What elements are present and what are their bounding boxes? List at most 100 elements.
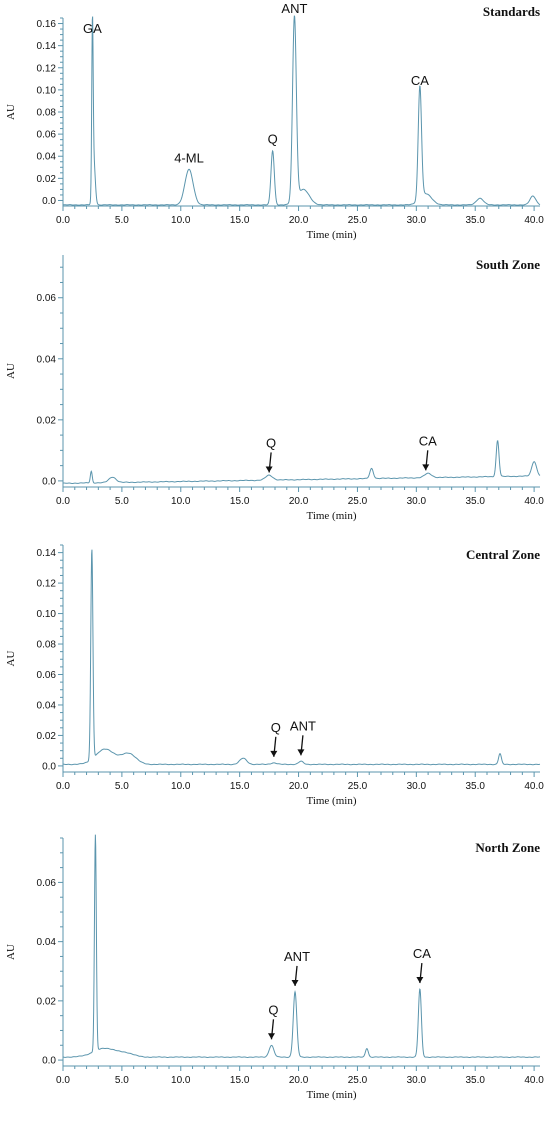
y-axis-title: AU <box>5 944 17 960</box>
x-tick-label: 25.0 <box>348 215 368 226</box>
x-tick-label: 20.0 <box>289 496 309 507</box>
y-tick-label: 0.14 <box>37 548 57 559</box>
x-tick-label: 25.0 <box>348 781 368 792</box>
peak-label: 4-ML <box>174 151 204 166</box>
x-tick-label: 15.0 <box>230 496 250 507</box>
y-tick-label: 0.02 <box>37 731 57 742</box>
y-tick-label: 0.0 <box>42 1056 56 1067</box>
peak-label: CA <box>419 433 437 448</box>
x-tick-label: 10.0 <box>171 1075 191 1086</box>
y-tick-label: 0.0 <box>42 761 56 772</box>
peak-arrow-head <box>270 750 278 757</box>
x-axis-title: Time (min) <box>306 229 356 241</box>
peak-label: Q <box>268 132 278 147</box>
x-tick-label: 5.0 <box>115 1075 129 1086</box>
y-tick-label: 0.08 <box>37 640 57 651</box>
peak-arrow-head <box>265 466 273 473</box>
x-tick-label: 0.0 <box>56 496 70 507</box>
y-axis-title: AU <box>5 651 17 667</box>
x-tick-label: 5.0 <box>115 496 129 507</box>
peak-arrow-head <box>422 464 430 471</box>
x-tick-label: 40.0 <box>524 496 544 507</box>
y-tick-label: 0.10 <box>37 85 57 96</box>
y-tick-label: 0.12 <box>37 63 57 74</box>
chromatogram-trace <box>62 15 541 206</box>
y-tick-label: 0.14 <box>37 41 57 52</box>
x-tick-label: 35.0 <box>465 496 485 507</box>
y-tick-label: 0.04 <box>37 152 57 163</box>
y-tick-label: 0.06 <box>37 130 57 141</box>
x-tick-label: 0.0 <box>56 781 70 792</box>
chromatogram-panel: 0.0 5.0 10.0 15.0 20.0 25.0 30.0 35.0 40.0 0.0 0.0… <box>5 1 544 241</box>
x-axis-title: Time (min) <box>306 510 356 522</box>
x-tick-label: 0.0 <box>56 215 70 226</box>
chromatogram-trace <box>62 440 541 484</box>
y-tick-label: 0.06 <box>37 878 57 889</box>
x-tick-label: 35.0 <box>465 1075 485 1086</box>
peak-label: CA <box>413 946 431 961</box>
panel-title: North Zone <box>475 840 540 855</box>
chromatogram-panel: 0.0 5.0 10.0 15.0 20.0 25.0 30.0 35.0 40.0 0.0 0.0… <box>5 834 544 1101</box>
x-tick-label: 5.0 <box>115 781 129 792</box>
x-tick-label: 5.0 <box>115 215 129 226</box>
x-tick-label: 15.0 <box>230 215 250 226</box>
x-tick-label: 30.0 <box>407 215 427 226</box>
peak-label: Q <box>271 720 281 735</box>
panel-title: Standards <box>483 4 540 19</box>
y-tick-label: 0.06 <box>37 293 57 304</box>
x-tick-label: 40.0 <box>524 1075 544 1086</box>
panel-title: South Zone <box>476 257 540 272</box>
x-tick-label: 20.0 <box>289 1075 309 1086</box>
peak-label: CA <box>411 73 429 88</box>
x-tick-label: 20.0 <box>289 215 309 226</box>
y-tick-label: 0.12 <box>37 579 57 590</box>
y-tick-label: 0.04 <box>37 354 57 365</box>
x-tick-label: 30.0 <box>407 496 427 507</box>
x-tick-label: 25.0 <box>348 1075 368 1086</box>
peak-label: GA <box>83 21 102 36</box>
y-tick-label: 0.16 <box>37 19 57 30</box>
x-tick-label: 10.0 <box>171 781 191 792</box>
chromatogram-panel: 0.0 5.0 10.0 15.0 20.0 25.0 30.0 35.0 40.0 0.0 0.0… <box>5 255 544 522</box>
x-tick-label: 35.0 <box>465 781 485 792</box>
x-tick-label: 35.0 <box>465 215 485 226</box>
chromatogram-trace <box>62 549 541 766</box>
y-axis-title: AU <box>5 363 17 379</box>
y-tick-label: 0.02 <box>37 415 57 426</box>
x-axis-title: Time (min) <box>306 1089 356 1101</box>
peak-label: ANT <box>281 1 307 16</box>
peak-arrow-head <box>297 749 305 756</box>
chromatogram-trace <box>62 834 541 1058</box>
y-tick-label: 0.02 <box>37 174 57 185</box>
peak-arrow-head <box>416 977 424 984</box>
y-tick-label: 0.06 <box>37 670 57 681</box>
x-tick-label: 15.0 <box>230 1075 250 1086</box>
chromatogram-panel: 0.0 5.0 10.0 15.0 20.0 25.0 30.0 35.0 40.0 0.0 0.0… <box>5 544 544 807</box>
peak-label: ANT <box>284 949 310 964</box>
x-tick-label: 30.0 <box>407 781 427 792</box>
peak-label: ANT <box>290 718 316 733</box>
y-tick-label: 0.0 <box>42 196 56 207</box>
y-axis-title: AU <box>5 104 17 120</box>
panel-title: Central Zone <box>466 547 540 562</box>
peak-arrow-head <box>291 979 299 986</box>
x-tick-label: 30.0 <box>407 1075 427 1086</box>
x-tick-label: 15.0 <box>230 781 250 792</box>
x-tick-label: 40.0 <box>524 781 544 792</box>
peak-arrow-head <box>267 1033 275 1040</box>
y-tick-label: 0.08 <box>37 108 57 119</box>
y-tick-label: 0.04 <box>37 937 57 948</box>
x-tick-label: 10.0 <box>171 215 191 226</box>
x-tick-label: 10.0 <box>171 496 191 507</box>
x-tick-label: 0.0 <box>56 1075 70 1086</box>
x-axis-title: Time (min) <box>306 795 356 807</box>
peak-label: Q <box>266 435 276 450</box>
x-tick-label: 20.0 <box>289 781 309 792</box>
x-tick-label: 25.0 <box>348 496 368 507</box>
y-tick-label: 0.04 <box>37 700 57 711</box>
y-tick-label: 0.02 <box>37 996 57 1007</box>
peak-label: Q <box>268 1002 278 1017</box>
y-tick-label: 0.0 <box>42 476 56 487</box>
x-tick-label: 40.0 <box>524 215 544 226</box>
